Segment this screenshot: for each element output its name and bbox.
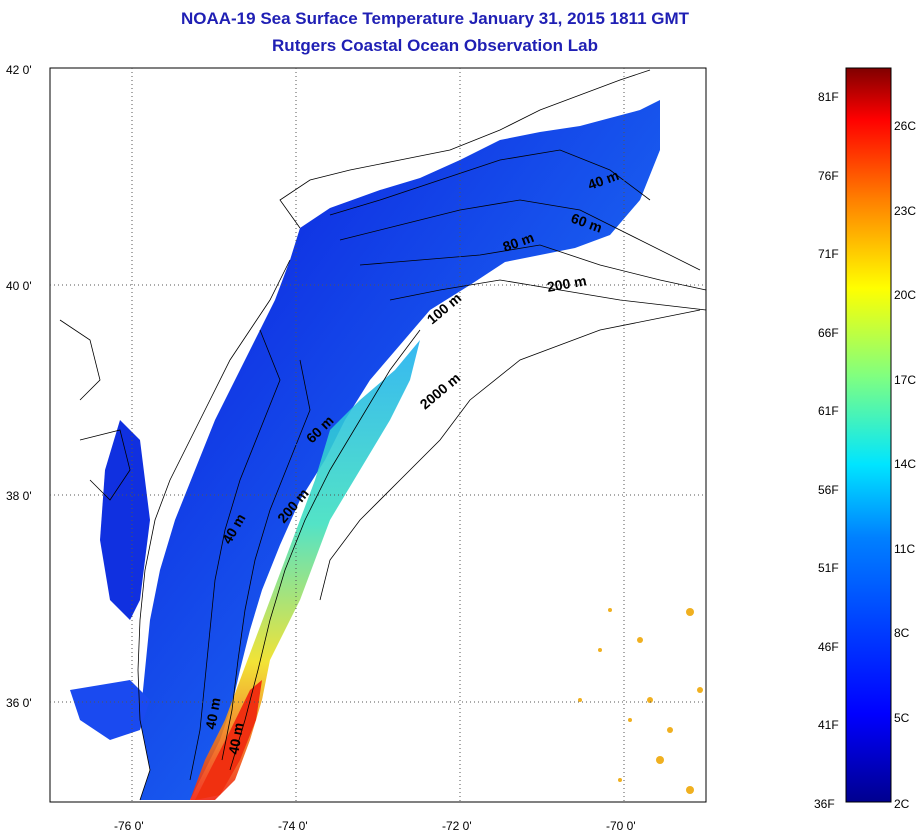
fahrenheit-label: 46F <box>818 640 839 654</box>
shelf-water <box>140 100 660 800</box>
colorbar-f-labels: 81F 76F 71F 66F 61F 56F 51F 46F 41F 36F <box>814 90 839 811</box>
bay-water <box>100 420 150 620</box>
fahrenheit-label: 81F <box>818 90 839 104</box>
fahrenheit-label: 36F <box>814 797 835 811</box>
celsius-label: 26C <box>894 119 916 133</box>
celsius-label: 2C <box>894 797 910 811</box>
celsius-label: 11C <box>894 542 915 556</box>
offshore-warm-patches <box>578 608 703 794</box>
fahrenheit-label: 61F <box>818 404 839 418</box>
lat-tick-label: 40 0' <box>6 279 32 293</box>
graticule <box>50 68 706 802</box>
fahrenheit-label: 41F <box>818 718 839 732</box>
contour-label: 40 m <box>202 696 223 730</box>
fahrenheit-label: 56F <box>818 483 839 497</box>
sst-field <box>70 100 660 800</box>
fahrenheit-label: 76F <box>818 169 839 183</box>
lat-axis: 42 0' 40 0' 38 0' 36 0' <box>6 63 32 710</box>
lon-tick-label: -74 0' <box>278 819 308 832</box>
fahrenheit-label: 71F <box>818 247 839 261</box>
colorbar-c-labels: 26C 23C 20C 17C 14C 11C 8C 5C 2C <box>894 119 916 811</box>
lon-tick-label: -70 0' <box>606 819 636 832</box>
celsius-label: 20C <box>894 288 916 302</box>
celsius-label: 14C <box>894 457 916 471</box>
map-title: NOAA-19 Sea Surface Temperature January … <box>180 9 690 28</box>
celsius-label: 8C <box>894 626 910 640</box>
contour-label: 40 m <box>225 721 246 755</box>
lon-tick-label: -76 0' <box>114 819 144 832</box>
warm-core <box>195 680 262 800</box>
lat-tick-label: 38 0' <box>6 489 32 503</box>
lat-tick-label: 36 0' <box>6 696 32 710</box>
contour-label: 200 m <box>546 272 588 295</box>
celsius-label: 17C <box>894 373 916 387</box>
colorbar <box>845 67 892 803</box>
lon-axis: -76 0' -74 0' -72 0' -70 0' <box>114 819 636 832</box>
gulfstream-edge <box>190 340 420 800</box>
celsius-label: 5C <box>894 711 910 725</box>
lon-tick-label: -72 0' <box>442 819 472 832</box>
lat-tick-label: 42 0' <box>6 63 32 77</box>
coastline <box>59 69 651 801</box>
fahrenheit-label: 51F <box>818 561 839 575</box>
fahrenheit-label: 66F <box>818 326 839 340</box>
celsius-label: 23C <box>894 204 916 218</box>
sound-water <box>70 680 150 740</box>
map-subtitle: Rutgers Coastal Ocean Observation Lab <box>272 36 598 55</box>
